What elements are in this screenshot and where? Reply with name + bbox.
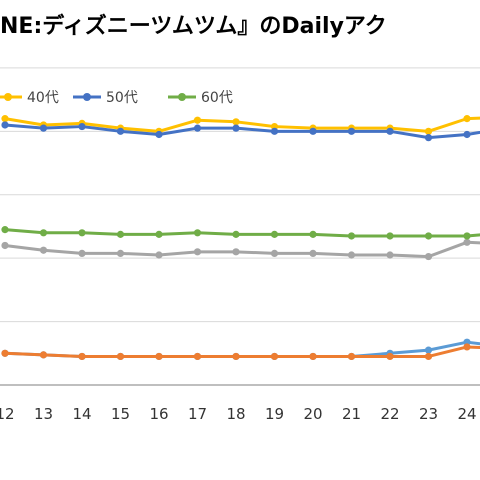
x-tick-label: 12 [0,405,15,423]
data-point [270,127,279,135]
legend-label: 60代 [201,90,233,106]
x-tick-labels: 12131415161718192021222324252627 [0,405,477,423]
x-tick-label: 22 [380,405,399,423]
x-tick-label: 13 [34,405,53,423]
data-point [155,251,163,259]
legend-item: 40代 [0,90,59,106]
data-point [463,238,471,246]
series-line [4,228,480,238]
data-point [78,249,86,258]
data-point [232,352,240,361]
legend-label: 40代 [27,90,59,106]
series-line [4,116,480,133]
chart-title: NE:ディズニーツムツム』のDailyアク [0,13,387,39]
data-point [386,352,394,361]
legend-item: 60代 [168,90,233,106]
data-point [347,251,356,259]
data-point [155,230,163,238]
series-line [4,123,480,140]
data-point [193,229,202,237]
series-5 [1,343,480,361]
data-point [116,127,125,135]
x-tick-label: 18 [226,405,245,423]
data-point [78,122,86,131]
data-point [347,352,356,361]
data-point [78,229,86,237]
series-2 [1,238,480,261]
series-4 [1,338,480,361]
data-point [309,249,317,258]
data-point [424,134,433,142]
series-3 [1,226,480,240]
data-point [193,124,202,132]
legend-swatch-marker [4,93,12,101]
data-point [193,352,202,361]
data-point [309,230,317,238]
data-point [463,115,471,123]
data-point [39,124,48,132]
data-point [116,249,125,258]
data-point [39,229,48,237]
data-point [116,230,125,238]
data-point [270,230,279,238]
data-point [232,118,240,126]
x-tick-label: 17 [188,405,207,423]
data-point [424,127,433,135]
x-tick-label: 16 [149,405,168,423]
data-point [347,127,356,135]
x-tick-label: 20 [303,405,322,423]
data-point [309,127,317,135]
data-point [232,124,240,132]
series-layer [1,115,480,361]
legend-swatch-marker [83,93,91,101]
data-point [155,352,163,361]
data-point [78,352,86,361]
series-line [4,340,480,358]
x-tick-label: 24 [457,405,476,423]
x-tick-label: 23 [419,405,438,423]
data-point [1,226,9,234]
data-point [1,115,9,123]
series-0 [1,115,480,135]
data-point [39,246,48,254]
series-line [4,345,480,358]
x-tick-label: 15 [111,405,130,423]
data-point [193,116,202,124]
series-1 [1,121,480,142]
data-point [1,349,9,357]
x-tick-label: 21 [342,405,361,423]
data-point [463,130,471,139]
data-point [424,252,433,261]
legend-item: 50代 [73,90,138,106]
data-point [193,248,202,256]
data-point [155,130,163,139]
data-point [386,127,394,135]
legend-swatch-marker [178,93,186,101]
data-point [347,232,356,240]
x-tick-label: 14 [72,405,91,423]
data-point [424,352,433,361]
series-line [4,240,480,259]
data-point [270,352,279,361]
data-point [232,248,240,256]
data-point [424,346,433,354]
legend: 40代 50代 60代 [0,90,233,106]
data-point [463,232,471,240]
data-point [309,352,317,361]
data-point [116,352,125,361]
data-point [386,251,394,259]
data-point [1,241,9,250]
data-point [1,121,9,129]
data-point [386,232,394,240]
data-point [270,249,279,258]
legend-label: 50代 [106,90,138,106]
data-point [424,232,433,240]
data-point [463,343,471,351]
x-tick-label: 19 [265,405,284,423]
data-point [232,230,240,238]
gridlines [0,67,480,323]
data-point [39,351,48,359]
